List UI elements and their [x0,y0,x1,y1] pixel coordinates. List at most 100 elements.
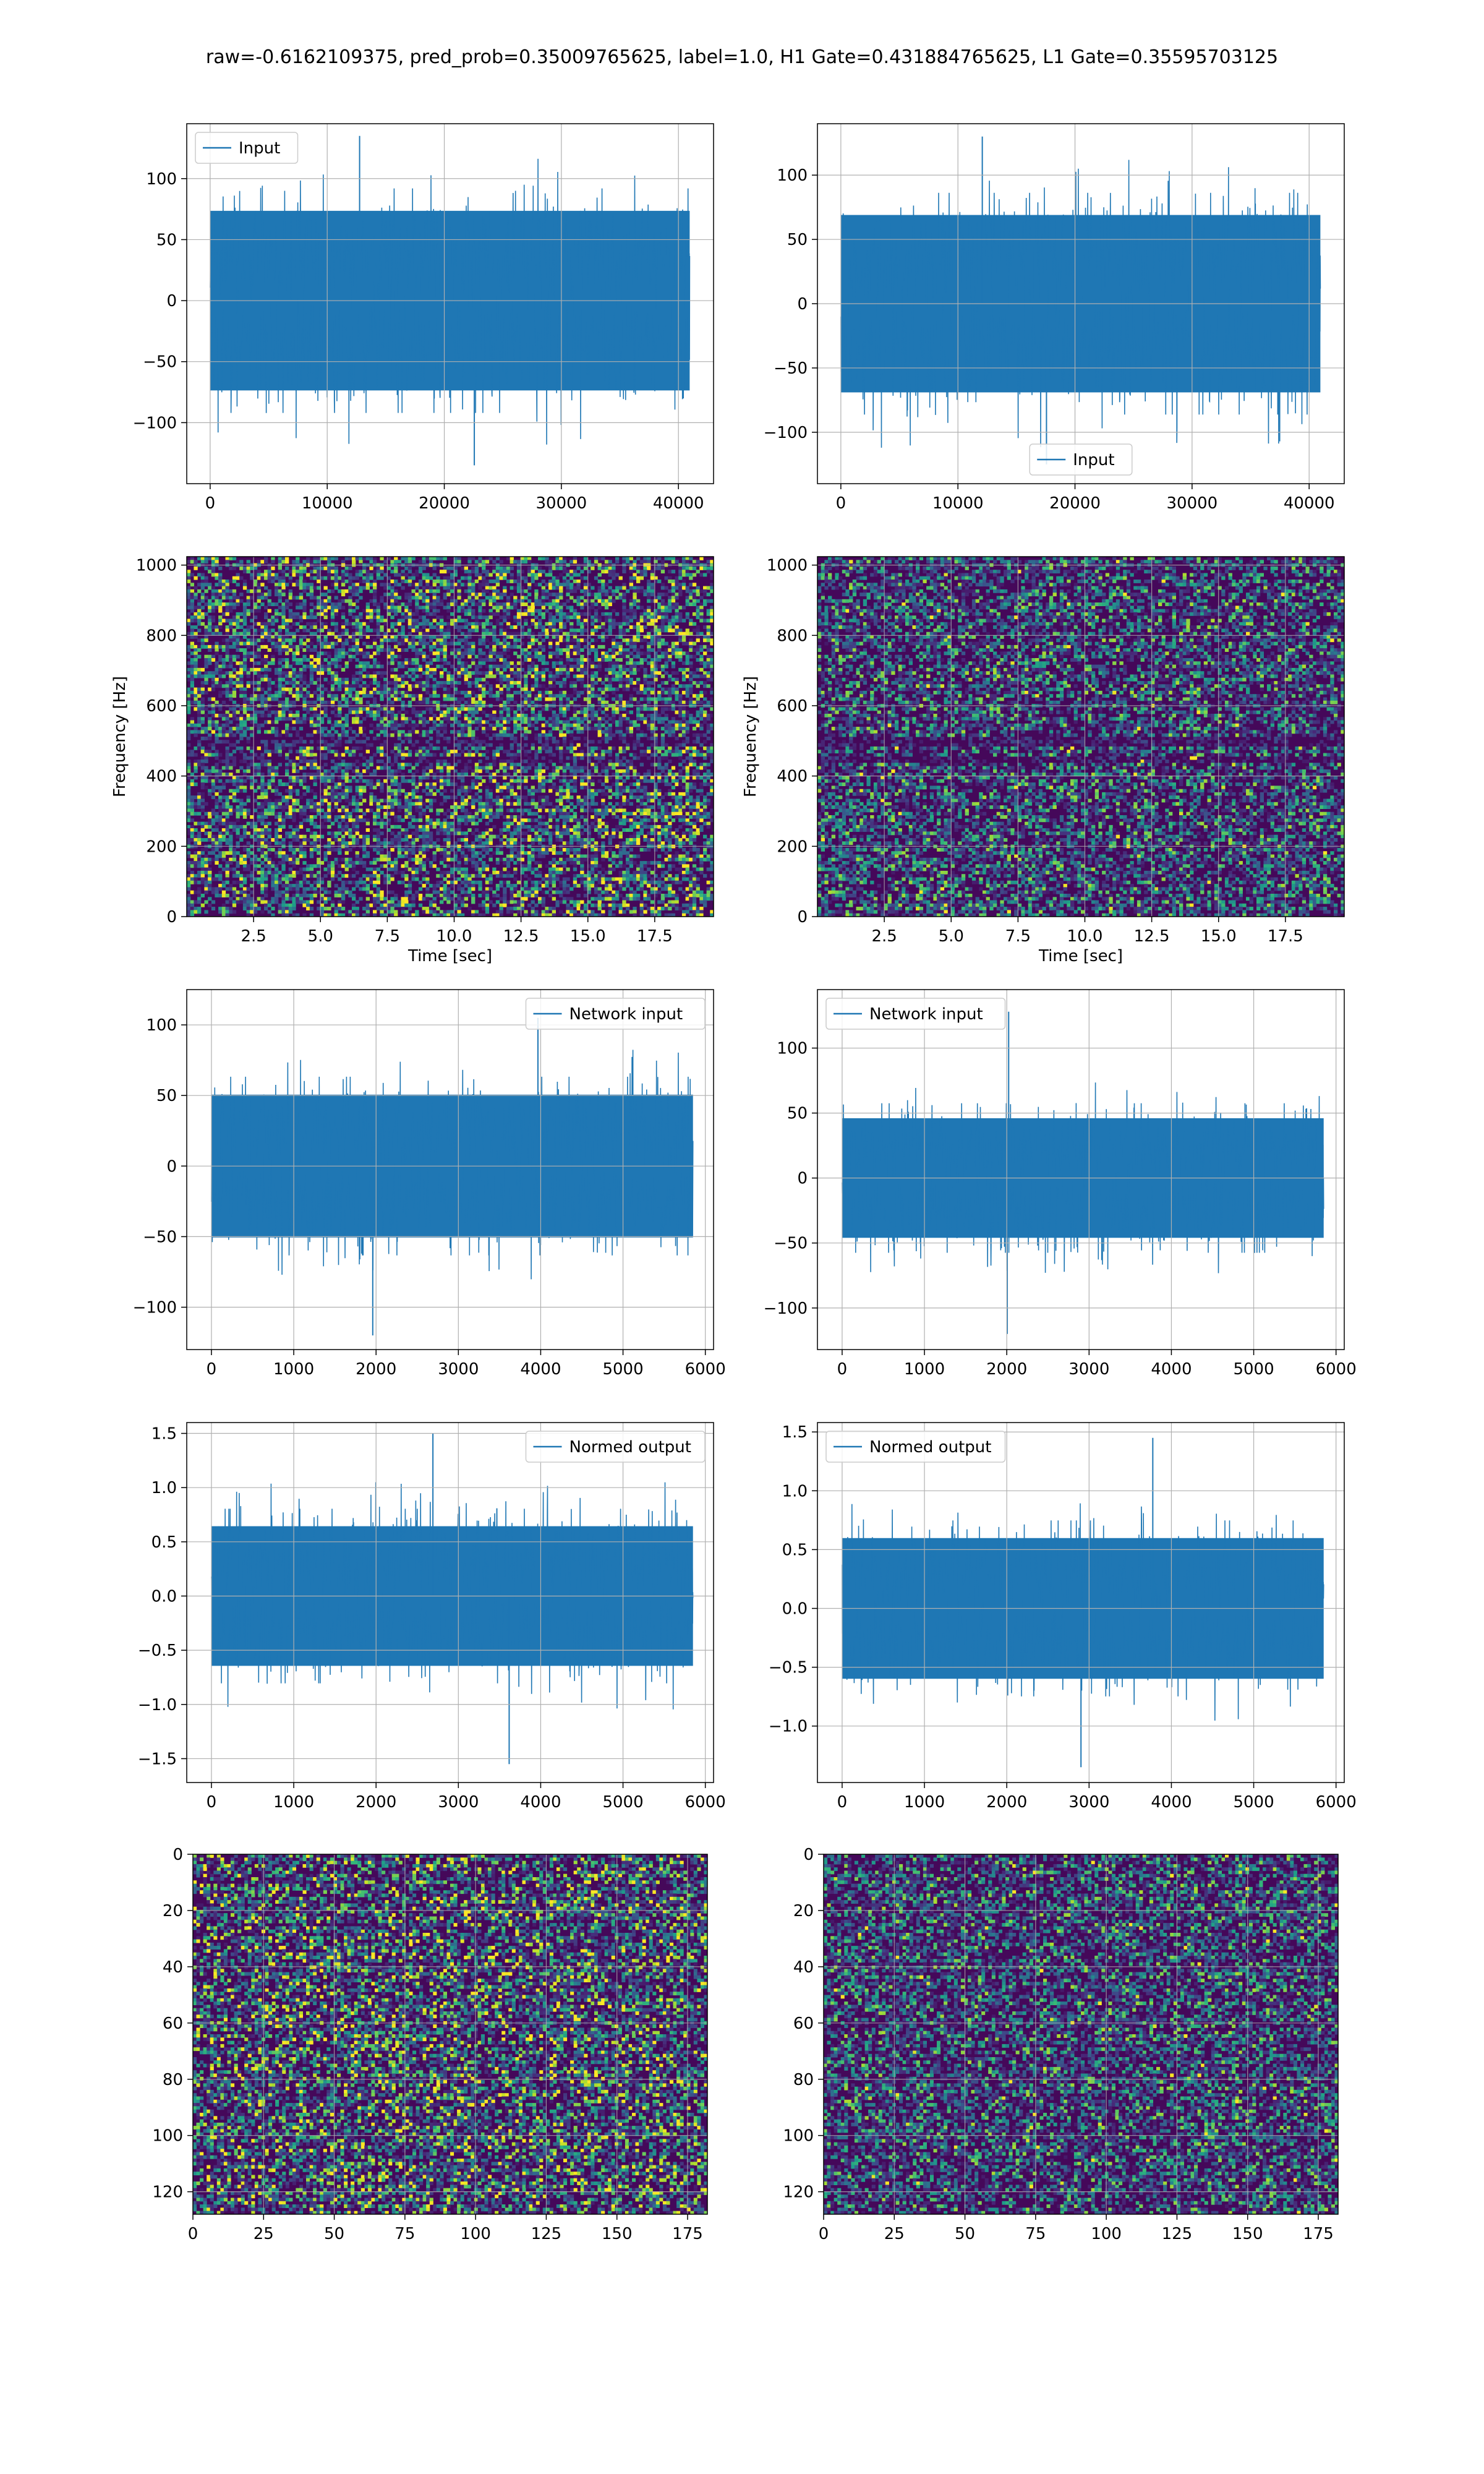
l1-whitened-map-xtick-label-0: 0 [819,2225,829,2243]
h1-normed-output-grid [187,1423,714,1783]
h1-normed-output-ytick-label-4: 0.5 [151,1533,177,1552]
h1-normed-output-xtick-label-2: 2000 [356,1793,396,1812]
h1-whitened-map-ytick-label-0: 0 [173,1846,183,1864]
h1-network-input-ytick-label-0: −100 [133,1299,177,1317]
h1-whitened-map-plot-area [193,1854,707,2214]
h1-whitened-map-xtick-label-7: 175 [672,2225,703,2243]
l1-whitened-map-ytick-label-4: 80 [793,2071,814,2089]
l1-spectrogram-xlabel: Time [sec] [1038,947,1123,965]
h1-input-xtick-label-1: 10000 [302,494,353,513]
h1-spectrogram-xlabel: Time [sec] [407,947,492,965]
l1-normed-output-ytick-label-1: −0.5 [769,1659,808,1677]
l1-input-xtick-label-3: 30000 [1167,494,1218,513]
panels: 0 10000 20000 30000 40000−100−50050100Input0… [111,123,1357,2243]
h1-input-xtick-label-0: 0 [205,494,216,513]
h1-spectrogram-xtick-label-2: 7.5 [375,927,400,946]
l1-network-input-xtick-label-2: 2000 [986,1360,1027,1379]
l1-normed-output-ytick-label-0: −1.0 [769,1718,808,1736]
l1-spectrogram-xtick-label-6: 17.5 [1268,927,1303,946]
h1-input-xtick-label-3: 30000 [536,494,587,513]
h1-spectrogram-ytick-label-0: 0 [166,908,177,927]
h1-whitened-map-xtick-label-5: 125 [531,2225,562,2243]
l1-whitened-map-cells [824,1854,1338,2214]
h1-input-ytick-label-1: −50 [143,353,177,372]
l1-network-input-xtick-label-5: 5000 [1233,1360,1274,1379]
h1-spectrogram-grid [187,557,714,917]
h1-whitened-map-xtick-label-3: 75 [394,2225,415,2243]
l1-spectrogram-grid [817,557,1344,917]
h1-network-input-ytick-label-1: −50 [143,1228,177,1246]
l1-spectrogram-xtick-label-2: 7.5 [1005,927,1031,946]
l1-whitened-map-xtick-label-6: 150 [1232,2225,1263,2243]
l1-whitened-map-ytick-label-5: 100 [783,2127,814,2146]
l1-network-input-ytick-label-4: 100 [777,1040,808,1058]
l1-spectrogram-xtick-label-1: 5.0 [939,927,964,946]
figure-title: raw=-0.6162109375, pred_prob=0.350097656… [206,46,1278,68]
h1-spectrogram-xtick-label-1: 5.0 [308,927,333,946]
h1-normed-output-ytick-label-5: 1.0 [151,1479,177,1497]
l1-network-input-series-line [842,1082,1324,1273]
h1-whitened-map-ytick-label-1: 20 [163,1902,183,1920]
h1-spectrogram-xtick-label-5: 15.0 [570,927,606,946]
h1-normed-output-ytick-label-2: −0.5 [138,1641,177,1660]
l1-whitened-map-ytick-label-6: 120 [783,2183,814,2202]
h1-whitened-map-ytick-label-3: 60 [163,2014,183,2033]
l1-normed-output-grid [817,1423,1344,1783]
l1-network-input-xtick-label-6: 6000 [1316,1360,1357,1379]
h1-spectrogram-panel: 2.5 5.0 7.5 10.0 12.5 15.0 17.5 0 200 400 600 800 10… [111,556,714,965]
h1-whitened-map-xtick-label-4: 100 [460,2225,491,2243]
h1-spectrogram-xtick-label-0: 2.5 [241,927,266,946]
h1-normed-output-xtick-label-1: 1000 [273,1793,314,1812]
l1-input-legend: Input [1029,443,1133,476]
l1-whitened-map-ytick-label-2: 40 [793,1958,814,1977]
l1-network-input-legend: Network input [825,998,1006,1030]
h1-network-input-ytick-label-2: 0 [166,1157,177,1176]
h1-normed-output-ytick-label-3: 0.0 [151,1587,177,1606]
h1-input-panel: 0 10000 20000 30000 40000 −100 −50 0 50 100 Input [133,123,714,513]
l1-input-legend-label: Input [1073,451,1114,469]
h1-spectrogram-xtick-label-4: 12.5 [503,927,539,946]
l1-input-ytick-label-4: 100 [777,166,808,185]
l1-whitened-map-xtick-label-1: 25 [884,2225,905,2243]
h1-normed-output-xtick-label-5: 5000 [602,1793,643,1812]
h1-normed-output-ytick-label-1: −1.0 [138,1696,177,1714]
l1-input-xtick-label-2: 20000 [1049,494,1101,513]
l1-spectrogram-panel: 2.5 5.0 7.5 10.0 12.5 15.0 17.5 0 200 400 600 800 10… [741,556,1345,965]
l1-network-input-ytick-label-3: 50 [787,1105,808,1123]
h1-network-input-plot-area [211,1017,694,1336]
l1-network-input-legend-label: Network input [869,1005,983,1024]
h1-normed-output-series-line [211,1482,694,1710]
l1-normed-output-xtick-label-0: 0 [837,1793,848,1812]
h1-normed-output-ytick-label-6: 1.5 [151,1425,177,1444]
l1-normed-output-series-line [842,1503,1324,1721]
l1-normed-output-ytick-label-3: 0.5 [782,1541,808,1559]
h1-spectrogram-axes-frame [186,556,714,917]
l1-spectrogram-ylabel: Frequency [Hz] [741,676,760,797]
l1-spectrogram-ytick-label-4: 800 [777,627,808,645]
l1-network-input-xtick-label-1: 1000 [904,1360,945,1379]
h1-input-ytick-label-2: 0 [166,292,177,310]
h1-spectrogram-ylabel: Frequency [Hz] [111,676,129,797]
h1-input-legend: Input [195,132,299,164]
l1-normed-output-panel: 0 1000 2000 3000 4000 5000 6000 −1.0 −0.5 0.0 0.5 1… [769,1422,1357,1812]
l1-input-ytick-label-1: −50 [774,359,808,378]
l1-whitened-map-plot-area [824,1854,1338,2214]
h1-network-input-ytick-label-3: 50 [156,1087,177,1105]
l1-input-plot-area [840,136,1321,464]
l1-input-grid [817,124,1344,484]
l1-normed-output-ytick-label-4: 1.0 [782,1482,808,1500]
h1-normed-output-panel: 0 1000 2000 3000 4000 5000 6000 −1.5 −1.0 −0.5 0.0… [138,1422,726,1812]
l1-spectrogram-xtick-label-5: 15.0 [1201,927,1237,946]
h1-whitened-map-ytick-label-2: 40 [163,1958,183,1977]
l1-input-ytick-label-0: −100 [764,424,808,442]
l1-normed-output-xtick-label-6: 6000 [1316,1793,1357,1812]
h1-whitened-map-cells [193,1854,707,2214]
l1-whitened-map-ytick-label-0: 0 [803,1846,814,1864]
h1-network-input-xtick-label-0: 0 [207,1360,217,1379]
l1-network-input-axes-frame [817,989,1345,1350]
h1-whitened-map-xtick-label-2: 50 [324,2225,344,2243]
h1-spectrogram-plot-area [187,557,714,917]
l1-network-input-ytick-label-0: −100 [764,1299,808,1318]
l1-normed-output-axes-frame [817,1422,1345,1783]
l1-normed-output-ytick-label-5: 1.5 [782,1423,808,1442]
